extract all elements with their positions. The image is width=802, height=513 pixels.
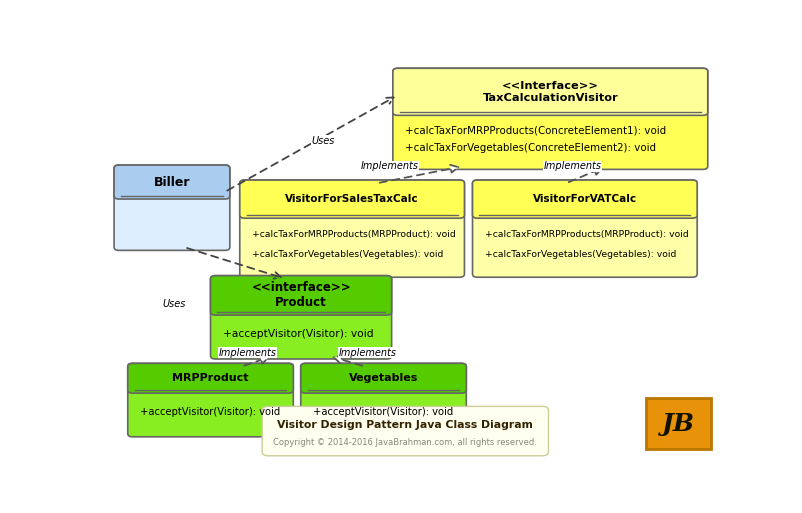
Text: +calcTaxForMRPProducts(MRPProduct): void: +calcTaxForMRPProducts(MRPProduct): void — [252, 230, 456, 239]
Text: Uses: Uses — [311, 135, 334, 146]
FancyBboxPatch shape — [472, 180, 696, 277]
Text: +acceptVisitor(Visitor): void: +acceptVisitor(Visitor): void — [313, 407, 453, 417]
Text: +calcTaxForMRPProducts(ConcreteElement1): void: +calcTaxForMRPProducts(ConcreteElement1)… — [405, 125, 666, 135]
Text: +calcTaxForVegetables(ConcreteElement2): void: +calcTaxForVegetables(ConcreteElement2):… — [405, 143, 655, 153]
Text: Implements: Implements — [219, 348, 277, 358]
Text: Vegetables: Vegetables — [348, 373, 418, 383]
FancyBboxPatch shape — [210, 275, 391, 315]
Text: Implements: Implements — [543, 161, 601, 171]
Text: Implements: Implements — [360, 161, 418, 171]
FancyBboxPatch shape — [114, 165, 229, 250]
Text: +acceptVisitor(Visitor): void: +acceptVisitor(Visitor): void — [223, 329, 373, 339]
FancyBboxPatch shape — [645, 398, 710, 449]
FancyBboxPatch shape — [392, 68, 707, 115]
Text: +acceptVisitor(Visitor): void: +acceptVisitor(Visitor): void — [140, 407, 280, 417]
Text: VisitorForVATCalc: VisitorForVATCalc — [533, 194, 636, 204]
FancyBboxPatch shape — [240, 180, 464, 218]
Text: Uses: Uses — [162, 300, 185, 309]
FancyBboxPatch shape — [392, 68, 707, 169]
Text: JB: JB — [661, 412, 694, 436]
FancyBboxPatch shape — [472, 180, 696, 218]
Text: +calcTaxForVegetables(Vegetables): void: +calcTaxForVegetables(Vegetables): void — [484, 250, 675, 259]
Text: <<interface>>
Product: <<interface>> Product — [251, 281, 350, 309]
Text: MRPProduct: MRPProduct — [172, 373, 249, 383]
Text: Copyright © 2014-2016 JavaBrahman.com, all rights reserved.: Copyright © 2014-2016 JavaBrahman.com, a… — [273, 438, 537, 447]
Text: +calcTaxForMRPProducts(MRPProduct): void: +calcTaxForMRPProducts(MRPProduct): void — [484, 230, 688, 239]
Text: +calcTaxForVegetables(Vegetables): void: +calcTaxForVegetables(Vegetables): void — [252, 250, 443, 259]
FancyBboxPatch shape — [210, 275, 391, 359]
FancyBboxPatch shape — [261, 406, 548, 456]
Text: <<Interface>>
TaxCalculationVisitor: <<Interface>> TaxCalculationVisitor — [482, 81, 618, 103]
Text: Implements: Implements — [338, 348, 396, 358]
FancyBboxPatch shape — [301, 363, 466, 437]
FancyBboxPatch shape — [114, 165, 229, 199]
FancyBboxPatch shape — [301, 363, 466, 393]
FancyBboxPatch shape — [128, 363, 293, 393]
Text: Biller: Biller — [153, 175, 190, 189]
FancyBboxPatch shape — [240, 180, 464, 277]
FancyBboxPatch shape — [128, 363, 293, 437]
Text: Visitor Design Pattern Java Class Diagram: Visitor Design Pattern Java Class Diagra… — [277, 420, 533, 430]
Text: VisitorForSalesTaxCalc: VisitorForSalesTaxCalc — [285, 194, 419, 204]
